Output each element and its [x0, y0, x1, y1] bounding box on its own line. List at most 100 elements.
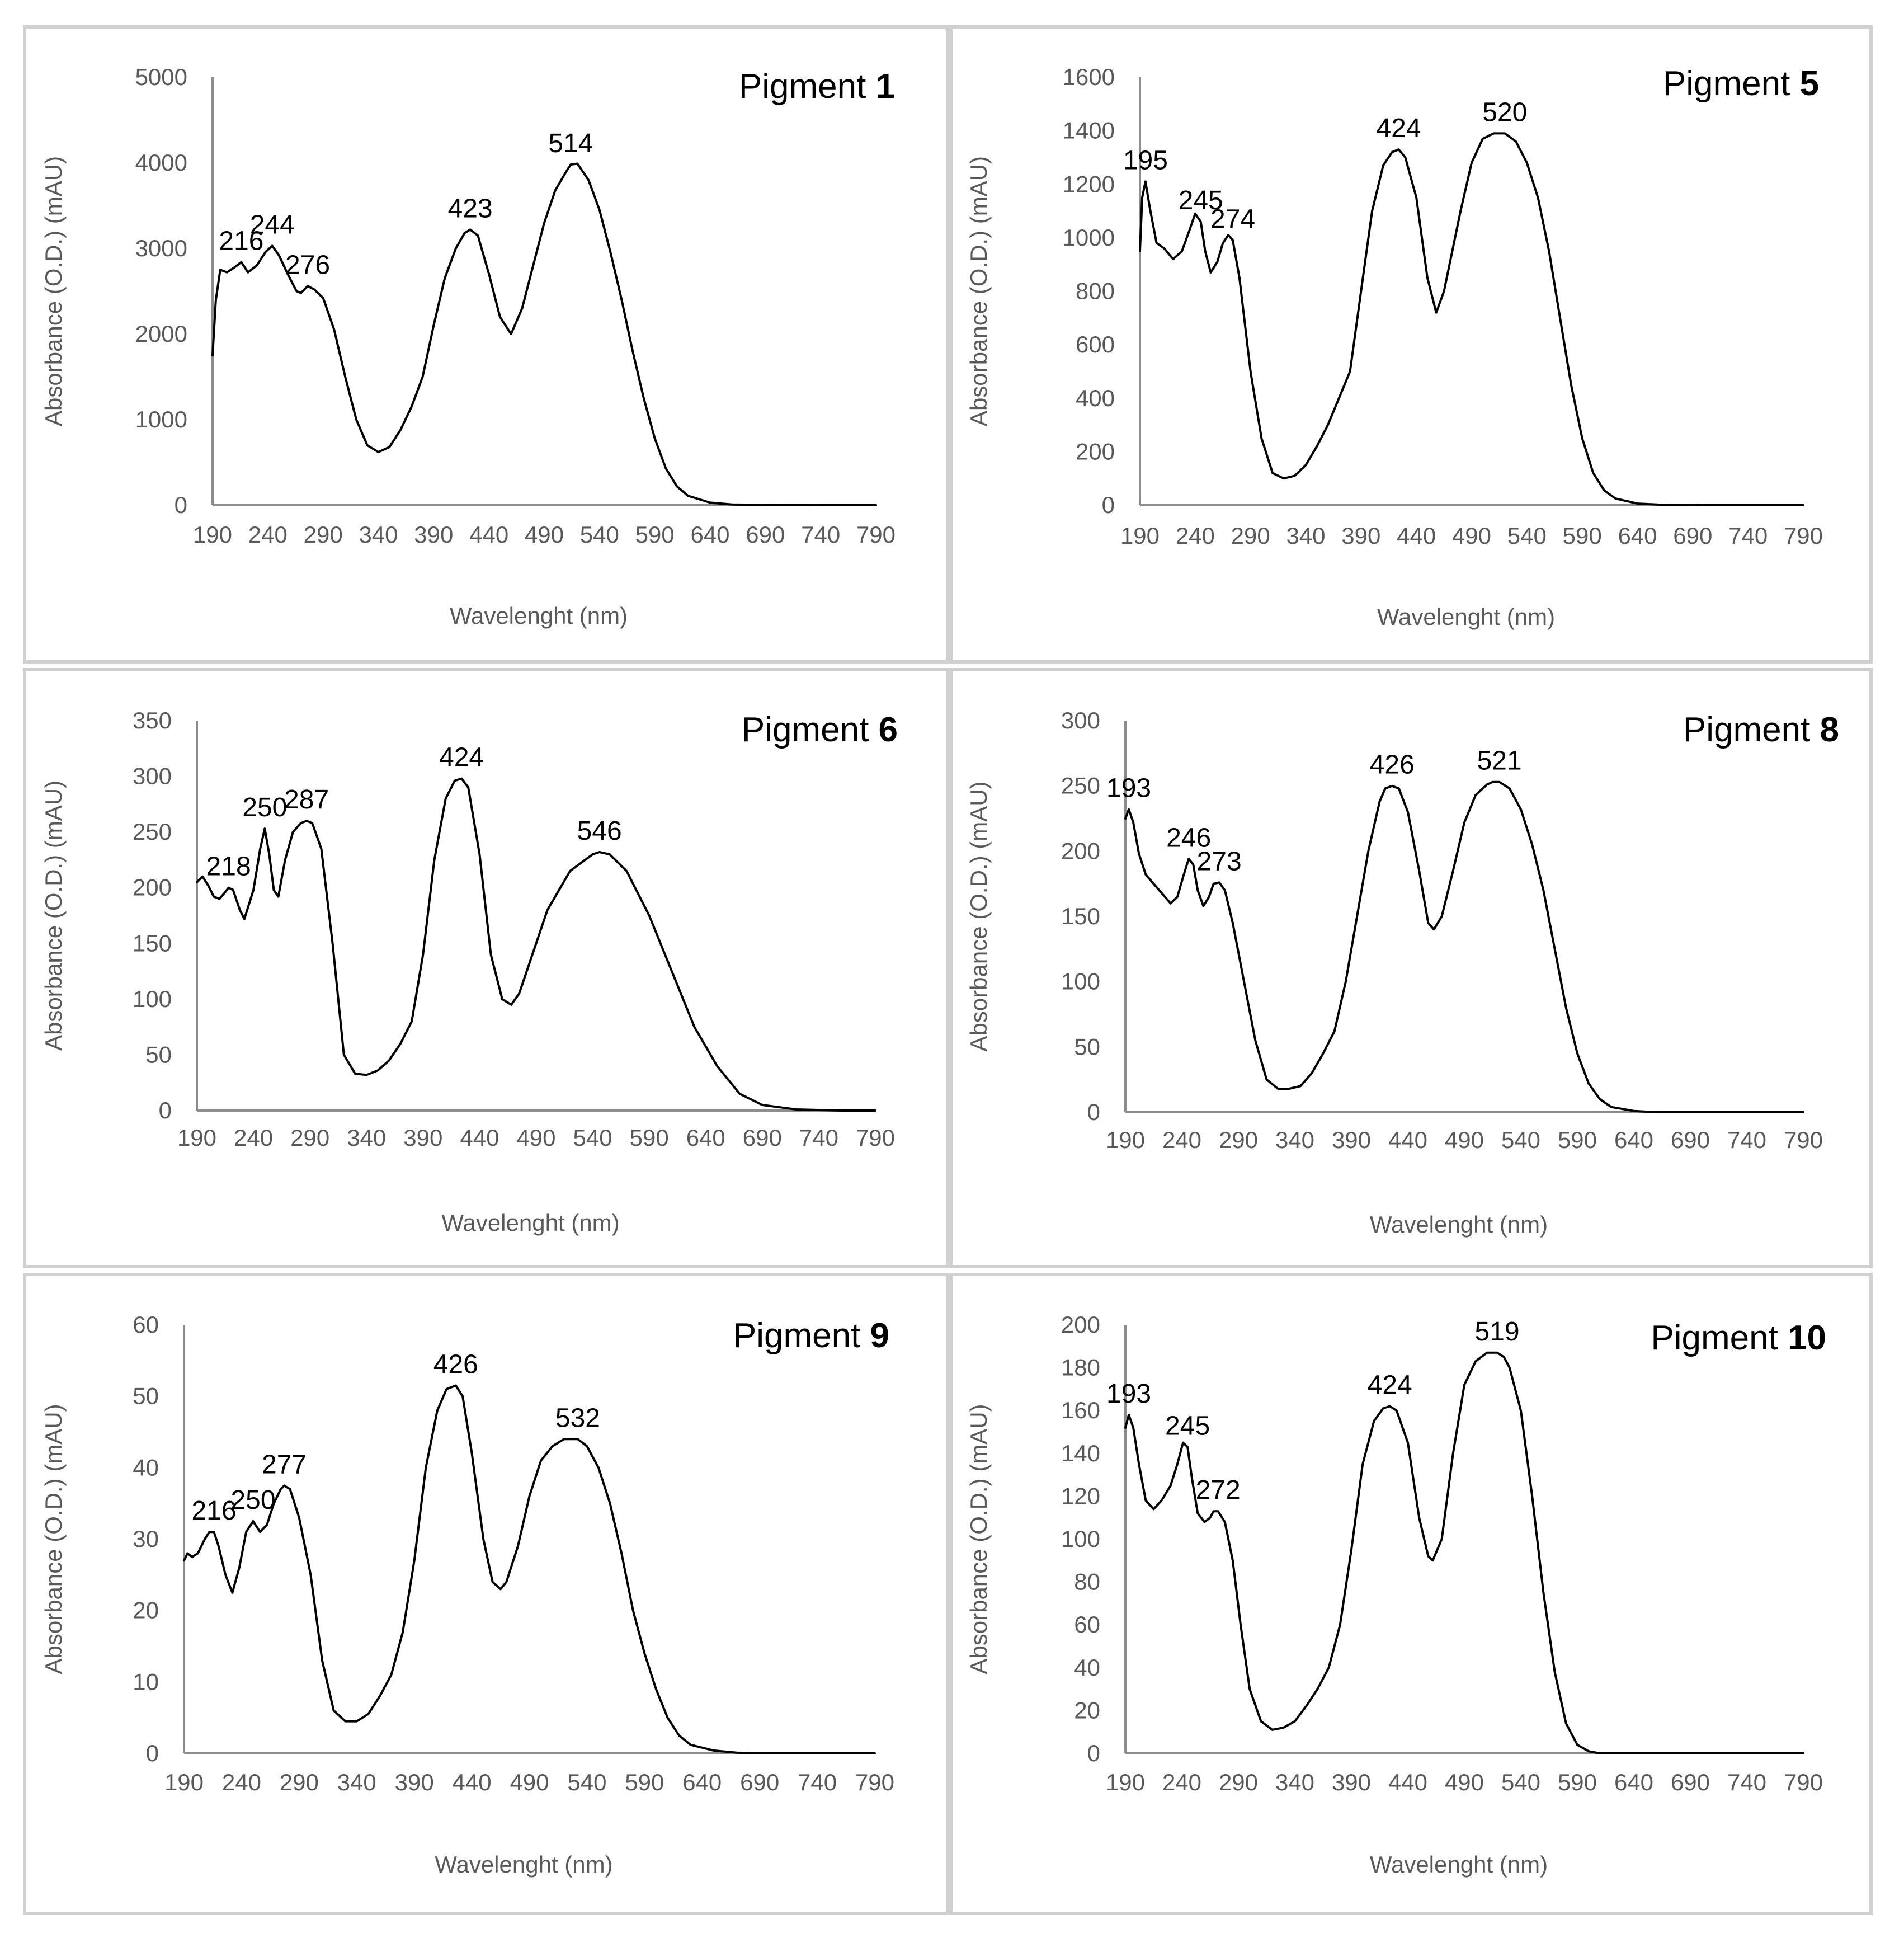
x-tick-label: 690 — [1671, 1127, 1710, 1153]
peak-label: 193 — [1106, 1379, 1151, 1409]
x-tick-label: 790 — [1784, 1127, 1823, 1153]
y-tick-label: 60 — [133, 1311, 159, 1338]
x-tick-label: 290 — [280, 1769, 319, 1795]
x-tick-label: 540 — [580, 521, 619, 548]
y-tick-label: 600 — [1076, 331, 1115, 358]
peak-label: 287 — [284, 785, 329, 815]
y-tick-label: 1400 — [1063, 117, 1115, 144]
x-tick-label: 740 — [798, 1769, 837, 1795]
y-tick-label: 0 — [159, 1097, 172, 1123]
peak-label: 216 — [219, 226, 263, 256]
y-tick-label: 160 — [1061, 1397, 1100, 1423]
panel-border — [23, 668, 949, 1268]
y-tick-label: 400 — [1076, 385, 1115, 411]
x-tick-label: 540 — [1507, 523, 1547, 549]
x-tick-label: 340 — [1286, 523, 1325, 549]
y-tick-label: 1000 — [1063, 224, 1115, 251]
peak-label: 193 — [1106, 774, 1151, 803]
peak-label: 218 — [206, 852, 251, 882]
y-tick-label: 0 — [1087, 1740, 1100, 1766]
spectrum-line — [1124, 780, 1804, 1113]
panel-border — [949, 1273, 1873, 1915]
peak-label: 424 — [1376, 114, 1421, 143]
x-tick-label: 290 — [1219, 1769, 1258, 1795]
x-tick-label: 290 — [1231, 523, 1270, 549]
y-tick-label: 120 — [1061, 1483, 1100, 1509]
y-tick-label: 30 — [133, 1526, 159, 1552]
x-tick-label: 590 — [1558, 1127, 1597, 1153]
peak-label: 245 — [1179, 186, 1223, 215]
x-axis-title: Wavelenght (nm) — [1370, 1851, 1548, 1878]
y-tick-label: 100 — [133, 986, 172, 1012]
x-tick-label: 590 — [1563, 523, 1602, 549]
x-axis-title: Wavelenght (nm) — [435, 1851, 612, 1878]
peak-label: 520 — [1482, 97, 1527, 127]
x-tick-label: 490 — [525, 521, 564, 548]
x-tick-label: 590 — [625, 1769, 664, 1795]
spectrum-line — [1124, 1351, 1804, 1754]
y-tick-label: 40 — [133, 1454, 159, 1480]
x-tick-label: 490 — [516, 1125, 555, 1151]
y-tick-label: 300 — [133, 763, 172, 789]
peak-label: 273 — [1197, 846, 1242, 876]
x-tick-label: 490 — [510, 1769, 549, 1795]
x-tick-label: 390 — [1332, 1127, 1371, 1153]
panel-border — [949, 668, 1873, 1268]
x-tick-label: 640 — [682, 1769, 722, 1795]
x-tick-label: 290 — [304, 521, 343, 548]
peak-label: 276 — [285, 250, 330, 280]
y-tick-label: 350 — [133, 707, 172, 733]
peak-label: 424 — [1368, 1371, 1412, 1400]
peak-label: 246 — [1166, 823, 1211, 853]
y-tick-label: 250 — [1061, 773, 1100, 799]
y-tick-label: 50 — [133, 1383, 159, 1409]
chart-title-number: 5 — [1800, 64, 1819, 103]
x-tick-label: 490 — [1452, 523, 1491, 549]
y-axis-title: Absorbance (O.D.) (mAU) — [40, 156, 67, 426]
x-tick-label: 190 — [1106, 1769, 1145, 1795]
y-tick-label: 150 — [1061, 903, 1100, 929]
y-tick-label: 20 — [1074, 1697, 1100, 1723]
peak-label: 521 — [1477, 746, 1522, 776]
x-axis-title: Wavelenght (nm) — [450, 603, 628, 629]
x-tick-label: 740 — [1727, 1127, 1766, 1153]
x-tick-label: 490 — [1445, 1127, 1484, 1153]
chart-title-prefix: Pigment — [739, 67, 876, 106]
y-tick-label: 200 — [133, 874, 172, 901]
chart-panel-6: 0 20 40 60 80 100 120 140 160 180 200 190 240 290 340 3… — [949, 1273, 1873, 1915]
y-tick-label: 40 — [1074, 1654, 1100, 1681]
x-tick-label: 440 — [453, 1769, 492, 1795]
peak-label: 546 — [577, 816, 622, 846]
x-tick-label: 390 — [1332, 1769, 1371, 1795]
x-tick-label: 690 — [740, 1769, 779, 1795]
y-axis-title: Absorbance (O.D.) (mAU) — [965, 781, 992, 1051]
chart-title-prefix: Pigment — [1663, 64, 1800, 103]
x-tick-label: 740 — [1728, 523, 1768, 549]
chart-title-prefix: Pigment — [733, 1316, 870, 1355]
x-tick-label: 240 — [1162, 1127, 1201, 1153]
x-tick-label: 440 — [1388, 1127, 1427, 1153]
peak-label: 216 — [191, 1496, 236, 1526]
y-tick-label: 0 — [1102, 492, 1115, 518]
x-tick-label: 790 — [855, 1769, 894, 1795]
chart-title: Pigment 5 — [1663, 64, 1819, 103]
x-tick-label: 590 — [630, 1125, 669, 1151]
y-tick-label: 0 — [175, 492, 187, 518]
x-tick-label: 790 — [856, 1125, 895, 1151]
x-tick-label: 740 — [801, 521, 840, 548]
y-axis-title: Absorbance (O.D.) (mAU) — [40, 1404, 67, 1674]
y-tick-label: 250 — [133, 819, 172, 845]
x-tick-label: 190 — [164, 1769, 204, 1795]
peak-label: 423 — [448, 194, 493, 223]
y-tick-label: 50 — [1074, 1033, 1100, 1060]
spectrum-line — [1139, 132, 1804, 506]
y-tick-label: 140 — [1061, 1440, 1100, 1466]
chart-title: Pigment 1 — [739, 67, 895, 106]
x-tick-label: 390 — [403, 1125, 442, 1151]
x-tick-label: 790 — [1784, 1769, 1823, 1795]
y-tick-label: 0 — [146, 1740, 159, 1766]
x-tick-label: 390 — [395, 1769, 434, 1795]
y-tick-label: 80 — [1074, 1569, 1100, 1595]
peak-label: 250 — [230, 1485, 275, 1515]
x-tick-label: 190 — [177, 1125, 216, 1151]
